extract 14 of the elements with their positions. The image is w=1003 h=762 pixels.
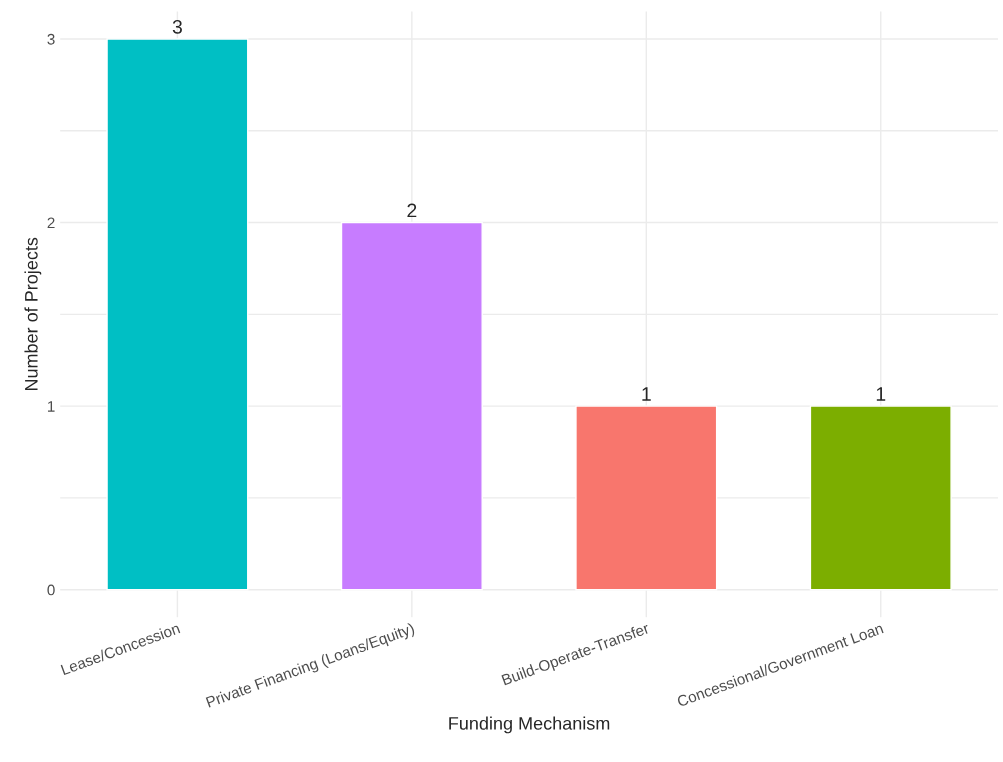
y-tick-label: 3 — [47, 33, 55, 45]
bar — [106, 38, 249, 591]
bar — [340, 221, 483, 591]
y-axis-title: Number of Projects — [24, 237, 42, 391]
y-tick-label: 1 — [47, 401, 55, 412]
data-label: 1 — [876, 387, 886, 401]
data-label: 1 — [642, 387, 651, 401]
data-label: 2 — [407, 203, 417, 218]
y-tick-label: 0 — [47, 584, 55, 596]
data-label: 3 — [172, 19, 182, 34]
x-axis-title: Funding Mechanism — [449, 716, 610, 734]
bar — [809, 405, 952, 591]
bar — [575, 405, 718, 591]
y-tick-label: 2 — [47, 217, 55, 229]
